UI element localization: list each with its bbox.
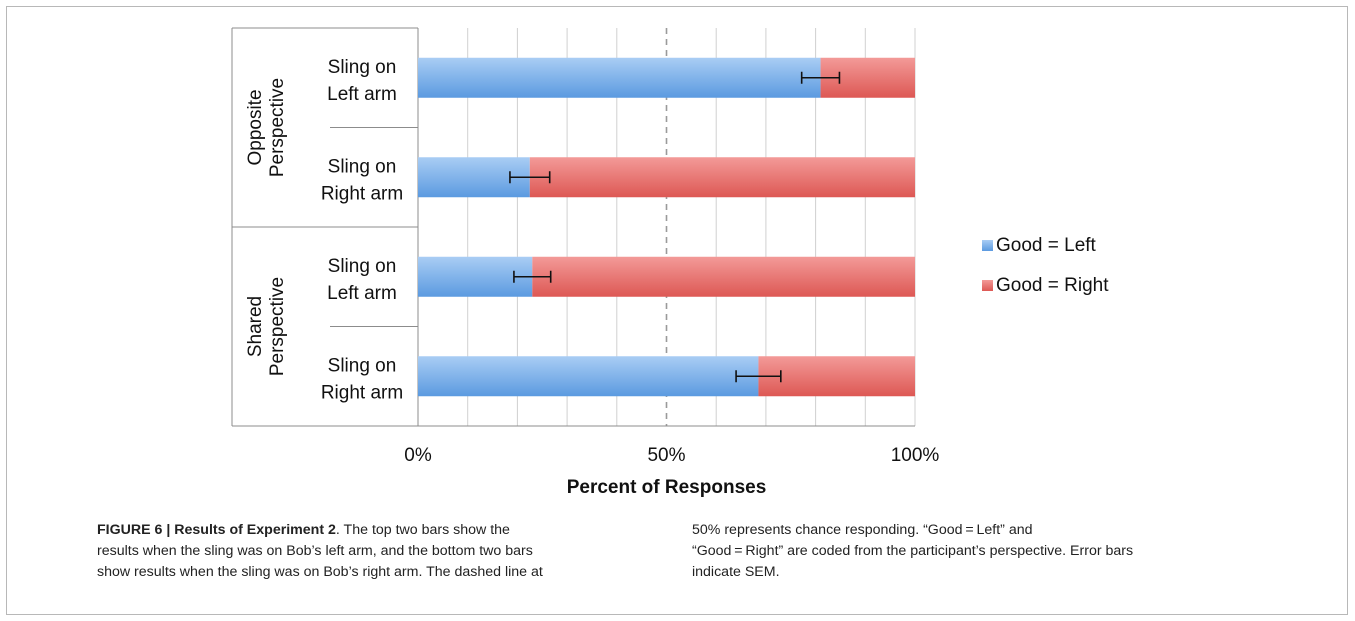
x-axis-title: Percent of Responses bbox=[567, 477, 767, 498]
legend-label: Good = Right bbox=[996, 275, 1109, 296]
x-tick-label: 100% bbox=[891, 445, 940, 466]
group-label-word: Perspective bbox=[267, 277, 288, 376]
legend-swatch bbox=[982, 240, 993, 251]
bar-segment bbox=[529, 157, 915, 198]
caption-right-line-3: indicate SEM. bbox=[692, 564, 780, 580]
caption-left-line-3: show results when the sling was on Bob’s… bbox=[97, 564, 543, 580]
category-label: Right arm bbox=[321, 183, 403, 204]
group-label-word: Perspective bbox=[267, 78, 288, 177]
bar-segment bbox=[758, 356, 915, 397]
group-label-word: Opposite bbox=[245, 89, 266, 165]
caption-left-line-1: . The top two bars show the bbox=[335, 522, 510, 538]
group-label-word: Shared bbox=[245, 296, 266, 357]
caption-right-line-2: “Good = Right” are coded from the partic… bbox=[692, 543, 1134, 559]
group-label: OppositePerspective bbox=[245, 78, 288, 177]
legend-swatch bbox=[982, 280, 993, 291]
bar-segment bbox=[418, 356, 759, 397]
figure-frame bbox=[6, 6, 1348, 615]
caption-label: FIGURE 6 | Results of Experiment 2 bbox=[97, 522, 336, 538]
x-tick-label: 0% bbox=[404, 445, 432, 466]
figure-caption-left: FIGURE 6 | Results of Experiment 2. The … bbox=[97, 520, 657, 583]
category-label: Left arm bbox=[327, 84, 397, 105]
x-tick-label: 50% bbox=[647, 445, 685, 466]
caption-right-line-1: 50% represents chance responding. “Good … bbox=[692, 522, 1033, 538]
legend-label: Good = Left bbox=[996, 235, 1097, 256]
category-label: Sling on bbox=[328, 57, 397, 78]
category-label: Sling on bbox=[328, 256, 397, 277]
category-label: Sling on bbox=[328, 355, 397, 376]
bar-chart: Sling on Left arm Sling on Right arm Sling o… bbox=[231, 27, 1109, 498]
bar-segment bbox=[418, 57, 821, 98]
caption-left-line-2: results when the sling was on Bob’s left… bbox=[97, 543, 533, 559]
category-label: Right arm bbox=[321, 382, 403, 403]
category-label: Left arm bbox=[327, 283, 397, 304]
bar-segment bbox=[532, 256, 915, 297]
category-label: Sling on bbox=[328, 156, 397, 177]
group-label: SharedPerspective bbox=[245, 277, 288, 376]
figure-caption-right: 50% represents chance responding. “Good … bbox=[692, 520, 1292, 583]
